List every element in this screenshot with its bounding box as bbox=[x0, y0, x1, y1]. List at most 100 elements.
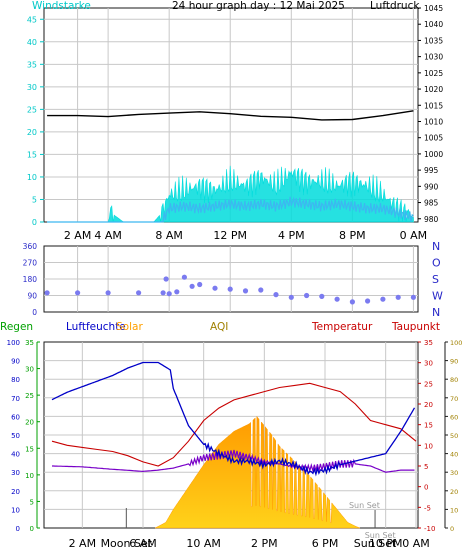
direction-point bbox=[197, 281, 203, 288]
x-tick-label: 2 AM bbox=[64, 229, 92, 242]
pressure-tick-label: 1000 bbox=[424, 150, 443, 159]
pressure-series bbox=[47, 110, 414, 121]
legend-regen: Regen bbox=[0, 321, 33, 333]
direction-point bbox=[258, 287, 264, 293]
humidity-tick-label: 80 bbox=[11, 376, 20, 384]
solar-tick-label: 60 bbox=[450, 413, 458, 421]
solar-series bbox=[154, 415, 360, 529]
direction-point bbox=[319, 293, 325, 299]
direction-point bbox=[212, 285, 218, 291]
compass-label: S bbox=[432, 273, 439, 286]
wind-axis-title: Windstarke bbox=[32, 0, 91, 12]
wind-tick-label: 45 bbox=[27, 15, 37, 24]
rain-tick-label: 5 bbox=[30, 498, 34, 506]
x-tick-label: 4 PM bbox=[278, 229, 305, 242]
pressure-axis-title: Luftdruck bbox=[370, 0, 420, 12]
direction-tick-label: 90 bbox=[27, 292, 37, 301]
solar-tick-label: 100 bbox=[450, 339, 462, 347]
temperature-series bbox=[51, 382, 417, 467]
direction-point bbox=[181, 274, 187, 280]
compass-label: O bbox=[432, 257, 441, 270]
solar-tick-label: 10 bbox=[450, 506, 458, 514]
temperature-tick-label: 30 bbox=[424, 360, 433, 368]
x-tick-label: 10 AM bbox=[186, 537, 221, 550]
direction-point bbox=[105, 290, 111, 296]
temperature-tick-label: -5 bbox=[424, 504, 431, 512]
x-tick-label: 0 AM bbox=[400, 229, 428, 242]
direction-point bbox=[380, 296, 386, 302]
rain-tick-label: 35 bbox=[25, 339, 34, 347]
direction-tick-label: 180 bbox=[23, 275, 38, 284]
rain-tick-label: 0 bbox=[30, 525, 34, 533]
direction-point bbox=[242, 288, 249, 294]
sun-set-label: Sun Set bbox=[349, 501, 380, 510]
wind-pressure-panel: Windstarke 24 hour graph day : 12 Mai 20… bbox=[27, 0, 444, 242]
direction-point bbox=[334, 296, 340, 302]
direction-point bbox=[410, 294, 416, 300]
direction-point bbox=[136, 290, 142, 296]
humidity-tick-label: 90 bbox=[11, 358, 20, 366]
legend-temperatur: Temperatur bbox=[311, 321, 373, 333]
humidity-tick-label: 0 bbox=[16, 525, 20, 533]
x-tick-label: 2 AM bbox=[69, 537, 97, 550]
direction-point bbox=[288, 294, 294, 300]
temperature-tick-label: 35 bbox=[424, 339, 433, 347]
pressure-tick-label: 1035 bbox=[424, 36, 443, 45]
rain-tick-label: 10 bbox=[25, 472, 34, 480]
x-tick-label: 8 PM bbox=[339, 229, 366, 242]
temperature-tick-label: 15 bbox=[424, 422, 433, 430]
wind-tick-label: 30 bbox=[27, 83, 37, 92]
temperature-tick-label: 0 bbox=[424, 484, 428, 492]
solar-tick-label: 90 bbox=[450, 358, 458, 366]
direction-point bbox=[160, 290, 166, 296]
direction-point bbox=[174, 289, 180, 295]
solar-tick-label: 20 bbox=[450, 488, 458, 496]
legend-aqi: AQI bbox=[210, 321, 228, 333]
compass-label: N bbox=[432, 240, 440, 253]
temperature-tick-label: 10 bbox=[424, 442, 433, 450]
solar-tick-label: 50 bbox=[450, 432, 458, 440]
humidity-tick-label: 50 bbox=[11, 432, 20, 440]
humidity-series bbox=[51, 361, 416, 477]
pressure-tick-label: 1020 bbox=[424, 85, 443, 94]
moon-set-label: Moon Set bbox=[101, 537, 153, 550]
direction-tick-label: 0 bbox=[32, 308, 37, 317]
temperature-tick-label: 20 bbox=[424, 401, 433, 409]
solar-tick-label: 80 bbox=[450, 376, 458, 384]
chart-title: 24 hour graph day : 12 Mai 2025 bbox=[172, 0, 345, 12]
humidity-tick-label: 30 bbox=[11, 469, 20, 477]
humidity-tick-label: 20 bbox=[11, 488, 20, 496]
rain-tick-label: 20 bbox=[25, 419, 34, 427]
sun-set-label: Sun Set bbox=[365, 531, 396, 540]
pressure-tick-label: 1045 bbox=[424, 4, 443, 13]
direction-point bbox=[189, 283, 195, 289]
rain-tick-label: 30 bbox=[25, 366, 34, 374]
x-tick-label: 12 PM bbox=[213, 229, 247, 242]
pressure-tick-label: 985 bbox=[424, 199, 439, 208]
direction-point bbox=[395, 294, 401, 300]
pressure-tick-label: 1025 bbox=[424, 69, 443, 78]
temperature-tick-label: 25 bbox=[424, 380, 433, 388]
wind-speed-series bbox=[47, 196, 414, 223]
solar-tick-label: 0 bbox=[450, 525, 454, 533]
direction-point bbox=[44, 290, 50, 296]
x-tick-label: 6 PM bbox=[312, 537, 339, 550]
legend-solar: Solar bbox=[116, 321, 143, 333]
x-tick-label: 2 PM bbox=[251, 537, 278, 550]
x-tick-label: 4 AM bbox=[94, 229, 122, 242]
direction-point bbox=[273, 292, 279, 298]
wind-tick-label: 10 bbox=[27, 173, 37, 182]
pressure-tick-label: 1030 bbox=[424, 53, 443, 62]
direction-point bbox=[75, 290, 81, 296]
sun-set-label: Sun Set bbox=[354, 537, 397, 550]
x-tick-label: 8 AM bbox=[155, 229, 183, 242]
direction-point bbox=[166, 291, 172, 297]
humidity-tick-label: 100 bbox=[7, 339, 20, 347]
wind-tick-label: 15 bbox=[27, 150, 37, 159]
pressure-tick-label: 1040 bbox=[424, 20, 443, 29]
wind-tick-label: 40 bbox=[27, 38, 37, 47]
wind-tick-label: 35 bbox=[27, 60, 37, 69]
temperature-tick-label: -10 bbox=[424, 525, 435, 533]
